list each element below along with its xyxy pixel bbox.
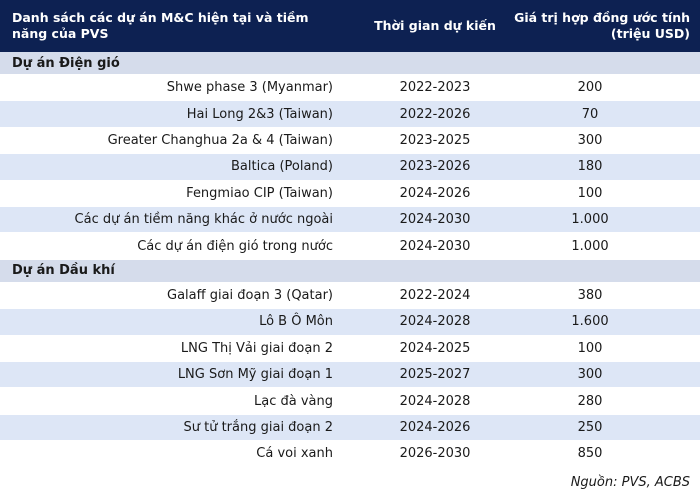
section-header: Dự án Dầu khí	[0, 259, 700, 283]
period: 2024-2030	[399, 212, 471, 228]
section-header: Dự án Điện gió	[0, 52, 700, 75]
source: Nguồn: PVS, ACBS	[570, 475, 690, 490]
project-name: Các dự án điện gió trong nước	[137, 238, 333, 254]
table-header: Danh sách các dự án M&C hiện tại và tiềm…	[0, 0, 700, 52]
contract-value: 280	[577, 393, 603, 409]
project-name: Fengmiao CIP (Taiwan)	[186, 185, 333, 201]
contract-value: 1.000	[571, 212, 609, 228]
period: 2024-2028	[399, 393, 471, 409]
period: 2025-2027	[399, 367, 471, 383]
contract-value: 1.600	[571, 314, 609, 330]
period: 2022-2024	[399, 287, 471, 303]
project-name: Lô B Ô Môn	[259, 314, 333, 330]
contract-value: 1.000	[571, 238, 609, 254]
project-name: Galaff giai đoạn 3 (Qatar)	[167, 287, 333, 303]
period: 2026-2030	[399, 446, 471, 462]
contract-value: 300	[577, 367, 603, 383]
project-name: Greater Changhua 2a & 4 (Taiwan)	[107, 132, 333, 148]
period: 2024-2026	[399, 419, 471, 435]
contract-value: 300	[577, 132, 603, 148]
header-period: Thời gian dự kiến	[374, 18, 496, 33]
period: 2023-2026	[399, 159, 471, 175]
header-value-line: Giá trị hợp đồng ước tính	[514, 10, 690, 25]
header-value: Giá trị hợp đồng ước tính (triệu USD)	[514, 10, 690, 42]
table-row: LNG Thị Vải giai đoạn 2 2024-2025 100	[0, 336, 700, 362]
period: 2024-2030	[399, 238, 471, 254]
contract-value: 100	[577, 340, 603, 356]
contract-value: 250	[577, 419, 603, 435]
header-project: Danh sách các dự án M&C hiện tại và tiềm…	[12, 10, 309, 41]
project-name: Hai Long 2&3 (Taiwan)	[186, 106, 333, 122]
table-row: Lạc đà vàng 2024-2028 280	[0, 388, 700, 415]
table-row: LNG Sơn Mỹ giai đoạn 1 2025-2027 300	[0, 362, 700, 389]
period: 2024-2025	[399, 340, 471, 356]
project-name: Shwe phase 3 (Myanmar)	[166, 80, 333, 96]
project-name: Sư tử trắng giai đoạn 2	[183, 419, 333, 435]
table-row: Các dự án tiềm năng khác ở nước ngoài 202…	[0, 207, 700, 234]
project-name: LNG Thị Vải giai đoạn 2	[180, 340, 333, 356]
table-row: Shwe phase 3 (Myanmar) 2022-2023 200	[0, 75, 700, 102]
table-row: Cá voi xanh 2026-2030 850	[0, 441, 700, 468]
project-name: LNG Sơn Mỹ giai đoạn 1	[177, 367, 333, 383]
table-row: Sư tử trắng giai đoạn 2 2024-2026 250	[0, 414, 700, 442]
contract-value: 100	[577, 185, 603, 201]
project-name: Cá voi xanh	[256, 446, 333, 462]
table-row: Các dự án điện gió trong nước 2024-2030 1.…	[0, 233, 700, 260]
header-value-line: (triệu USD)	[610, 26, 690, 41]
contract-value: 180	[577, 159, 603, 175]
table-row: Baltica (Poland) 2023-2026 180	[0, 154, 700, 181]
project-name: Các dự án tiềm năng khác ở nước ngoài	[74, 212, 333, 228]
contract-value: 70	[581, 106, 599, 122]
period: 2022-2026	[399, 106, 471, 122]
table-row: Hai Long 2&3 (Taiwan) 2022-2026 70	[0, 101, 700, 128]
table-row: Fengmiao CIP (Taiwan) 2024-2026 100	[0, 181, 700, 207]
period: 2022-2023	[399, 80, 471, 96]
period: 2024-2026	[399, 185, 471, 201]
period: 2024-2028	[399, 314, 471, 330]
period: 2023-2025	[399, 132, 471, 148]
project-name: Lạc đà vàng	[254, 393, 333, 409]
table-row: Greater Changhua 2a & 4 (Taiwan) 2023-202…	[0, 128, 700, 155]
contract-value: 380	[577, 287, 603, 303]
table-row: Lô B Ô Môn 2024-2028 1.600	[0, 309, 700, 336]
contract-value: 850	[577, 446, 603, 462]
project-name: Baltica (Poland)	[231, 159, 333, 175]
table-row: Galaff giai đoạn 3 (Qatar) 2022-2024 380	[0, 283, 700, 310]
contract-value: 200	[577, 80, 603, 96]
